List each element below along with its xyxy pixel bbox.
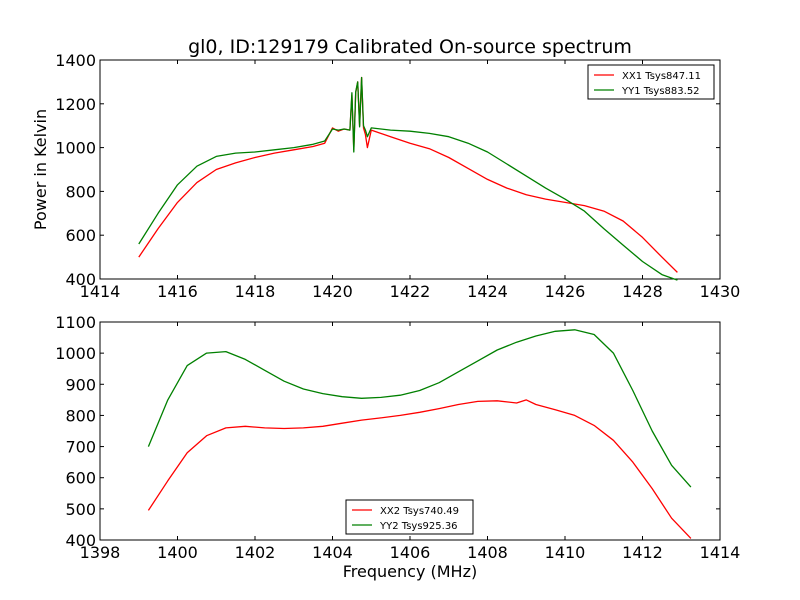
y-tick-label: 1400 bbox=[55, 51, 96, 70]
legend-entry: YY2 Tsys925.36 bbox=[379, 521, 458, 532]
x-tick-label: 1414 bbox=[80, 282, 121, 301]
x-tick-label: 1426 bbox=[545, 282, 586, 301]
y-axis-label: Power in Kelvin bbox=[31, 109, 50, 230]
x-tick-label: 1422 bbox=[390, 282, 431, 301]
top-panel: 1414 1416 1418 1420 1422 1424 1426 1428 1430 400 6… bbox=[31, 51, 740, 301]
y-tick-label: 1200 bbox=[55, 95, 96, 114]
x-tick-label: 1408 bbox=[467, 543, 508, 562]
x-tick-label: 1410 bbox=[545, 543, 586, 562]
y-tick-label: 700 bbox=[65, 438, 96, 457]
x-tick-label: 1398 bbox=[80, 543, 121, 562]
legend-box bbox=[345, 499, 474, 535]
y-tick-label: 800 bbox=[65, 406, 96, 425]
y-tick-label: 600 bbox=[65, 226, 96, 245]
x-tick-label: 1428 bbox=[622, 282, 663, 301]
legend-entry: YY1 Tsys883.52 bbox=[621, 86, 700, 97]
legend: XX1 Tsys847.11 YY1 Tsys883.52 bbox=[587, 64, 715, 100]
y-tick-label: 400 bbox=[65, 270, 96, 289]
x-tick-label: 1412 bbox=[622, 543, 663, 562]
x-tick-label: 1414 bbox=[700, 543, 741, 562]
x-tick-label: 1406 bbox=[390, 543, 431, 562]
series-line-xx2 bbox=[147, 399, 692, 539]
x-tick-label: 1424 bbox=[467, 282, 508, 301]
x-axis-label: Frequency (MHz) bbox=[343, 562, 477, 581]
x-tick-label: 1400 bbox=[157, 543, 198, 562]
y-tick-label: 1000 bbox=[55, 344, 96, 363]
bottom-panel: 1398 1400 1402 1404 1406 1408 1410 1412 1414 400 5… bbox=[55, 313, 740, 581]
x-tick-label: 1420 bbox=[312, 282, 353, 301]
y-tick-label: 800 bbox=[65, 182, 96, 201]
x-tick-label: 1404 bbox=[312, 543, 353, 562]
legend-entry: XX2 Tsys740.49 bbox=[380, 506, 459, 517]
y-tick-label: 900 bbox=[65, 375, 96, 394]
x-tick-label: 1430 bbox=[700, 282, 741, 301]
series-line-yy2 bbox=[147, 329, 692, 488]
y-tick-label: 500 bbox=[65, 500, 96, 519]
x-tick-label: 1418 bbox=[235, 282, 276, 301]
x-tick-label: 1402 bbox=[235, 543, 276, 562]
y-tick-label: 1000 bbox=[55, 139, 96, 158]
chart-title: gl0, ID:129179 Calibrated On-source spec… bbox=[188, 36, 632, 58]
y-tick-label: 1100 bbox=[55, 313, 96, 332]
legend: XX2 Tsys740.49 YY2 Tsys925.36 bbox=[345, 499, 474, 535]
legend-entry: XX1 Tsys847.11 bbox=[622, 71, 701, 82]
legend-box bbox=[587, 64, 715, 100]
series-line-yy1 bbox=[138, 76, 678, 281]
x-tick-label: 1416 bbox=[157, 282, 198, 301]
y-tick-label: 600 bbox=[65, 469, 96, 488]
y-tick-label: 400 bbox=[65, 531, 96, 550]
